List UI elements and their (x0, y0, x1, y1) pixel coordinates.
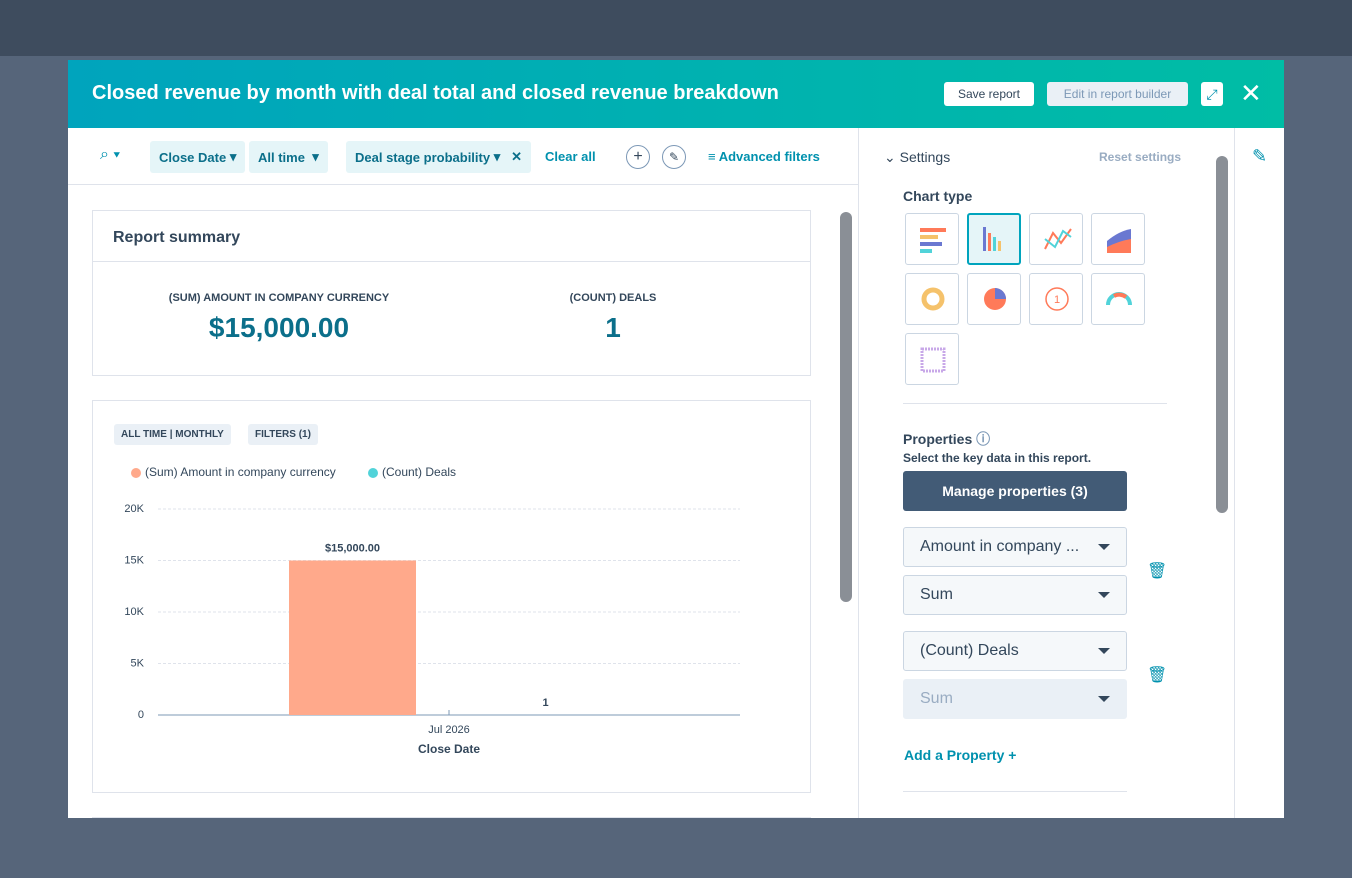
legend-swatch (131, 468, 141, 478)
x-axis-title: Close Date (418, 742, 480, 756)
x-tick-label: Jul 2026 (428, 724, 470, 736)
divider (903, 403, 1167, 404)
y-tick-label: 15K (124, 554, 144, 566)
y-tick-label: 0 (138, 709, 144, 721)
scrollbar[interactable] (840, 212, 852, 602)
svg-text:1: 1 (1054, 294, 1060, 306)
search-icon[interactable]: ⌕ ▾ (100, 146, 121, 163)
edit-filter[interactable]: ✎ (662, 145, 686, 169)
dropdown[interactable]: Sum (903, 575, 1127, 615)
chart-tag: ALL TIME | MONTHLY (114, 424, 231, 445)
legend-label: (Count) Deals (382, 465, 456, 479)
edit-button[interactable]: Edit in report builder (1047, 82, 1188, 106)
advanced-text: Advanced filters (718, 149, 820, 164)
chart-type-option[interactable] (1029, 213, 1083, 265)
filter-chip[interactable]: Deal stage probability ▾ ✕ (346, 141, 531, 173)
add-filter[interactable]: + (626, 145, 650, 169)
settings-header[interactable]: ⌄ Settings (884, 149, 951, 165)
delete-icon[interactable]: 🗑 (1147, 667, 1168, 684)
next-card (92, 817, 811, 819)
metric-value: 1 (605, 312, 621, 343)
edit-icon[interactable]: ✎ (1252, 146, 1268, 166)
filter-chip[interactable]: Close Date ▾ (150, 141, 246, 173)
chart-tag: FILTERS (1) (248, 424, 318, 445)
metric-value: $15,000.00 (208, 312, 350, 343)
expand-button[interactable]: ⤢ (1201, 82, 1223, 106)
advanced-filters[interactable]: ≡ Advanced filters (708, 149, 820, 164)
data-label: 1 (542, 697, 548, 709)
legend-swatch (368, 468, 378, 478)
dropdown[interactable]: Amount in company ... (903, 527, 1127, 567)
chart: 0 5K 10K 15K 20K (Sum) Amount in company curr… (124, 465, 740, 756)
filter-chip[interactable]: All time ▾ (249, 141, 328, 173)
manage-button[interactable]: Manage properties (3) (903, 471, 1127, 511)
metric-label: (SUM) AMOUNT IN COMPANY CURRENCY (168, 292, 390, 304)
metric-label: (COUNT) DEALS (569, 292, 657, 304)
filter-bar: ⌕ ▾ Close Date ▾ All time ▾ Deal stage p… (68, 128, 858, 185)
chart-type-label: Chart type (903, 188, 973, 204)
modal-title: Closed revenue by month with deal total … (92, 82, 779, 104)
chart-type-icons: 1 (920, 227, 1132, 373)
summary-card: Report summary (SUM) AMOUNT IN COMPANY C… (92, 210, 811, 376)
add-property[interactable]: Add a Property + (904, 747, 1017, 763)
backdrop-header (0, 0, 1352, 56)
chart-type-option[interactable] (1091, 273, 1145, 325)
divider (858, 128, 859, 818)
settings-title: Settings (899, 149, 951, 165)
chart-type-option[interactable] (905, 333, 959, 385)
chart-type-option[interactable] (905, 273, 959, 325)
properties-text: Properties (903, 431, 973, 447)
legend-label: (Sum) Amount in company currency (145, 465, 336, 479)
filter-text: Deal stage probability (355, 149, 491, 165)
divider (1234, 128, 1235, 818)
scrollbar[interactable] (1216, 156, 1228, 513)
y-tick-label: 10K (124, 606, 144, 618)
properties-label: Properties ⓘ (903, 429, 990, 449)
clear-all[interactable]: Clear all (545, 149, 596, 164)
data-label: $15,000.00 (325, 542, 380, 554)
chart-card (92, 400, 811, 793)
divider (903, 791, 1127, 792)
y-tick-label: 5K (131, 657, 145, 669)
close-button[interactable]: ✕ (1240, 78, 1262, 108)
filter-text: Close Date (159, 149, 227, 165)
y-tick-label: 20K (124, 503, 144, 515)
info-icon[interactable]: ⓘ (976, 431, 991, 447)
dropdown-disabled: Sum (903, 679, 1127, 719)
reset-settings[interactable]: Reset settings (1099, 150, 1182, 164)
bar (289, 560, 416, 715)
divider (93, 261, 810, 262)
properties-help: Select the key data in this report. (903, 451, 1092, 465)
modal-header: Closed revenue by month with deal total … (68, 60, 1284, 128)
summary-title: Report summary (113, 229, 241, 246)
delete-icon[interactable]: 🗑 (1147, 563, 1168, 580)
dropdown[interactable]: (Count) Deals (903, 631, 1127, 671)
filter-text: All time (258, 149, 305, 165)
chart-type-option[interactable] (1029, 273, 1083, 325)
save-button[interactable]: Save report (944, 82, 1034, 106)
